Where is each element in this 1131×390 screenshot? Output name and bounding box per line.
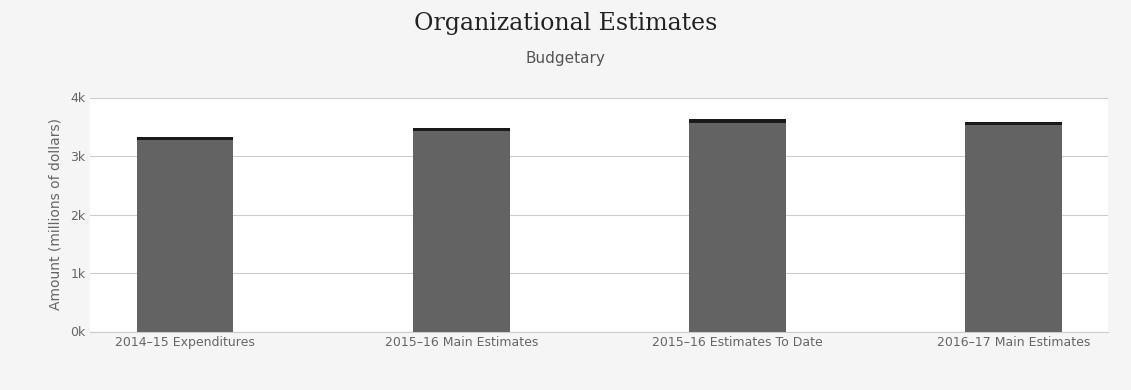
Bar [966,125,1062,332]
Bar [413,128,510,131]
Text: Budgetary: Budgetary [526,51,605,66]
Bar [689,122,786,332]
Text: Organizational Estimates: Organizational Estimates [414,12,717,35]
Y-axis label: Amount (millions of dollars): Amount (millions of dollars) [48,119,62,310]
Bar [966,122,1062,125]
Bar [689,119,786,122]
Bar [137,137,233,140]
Bar [413,131,510,332]
Bar [137,140,233,332]
